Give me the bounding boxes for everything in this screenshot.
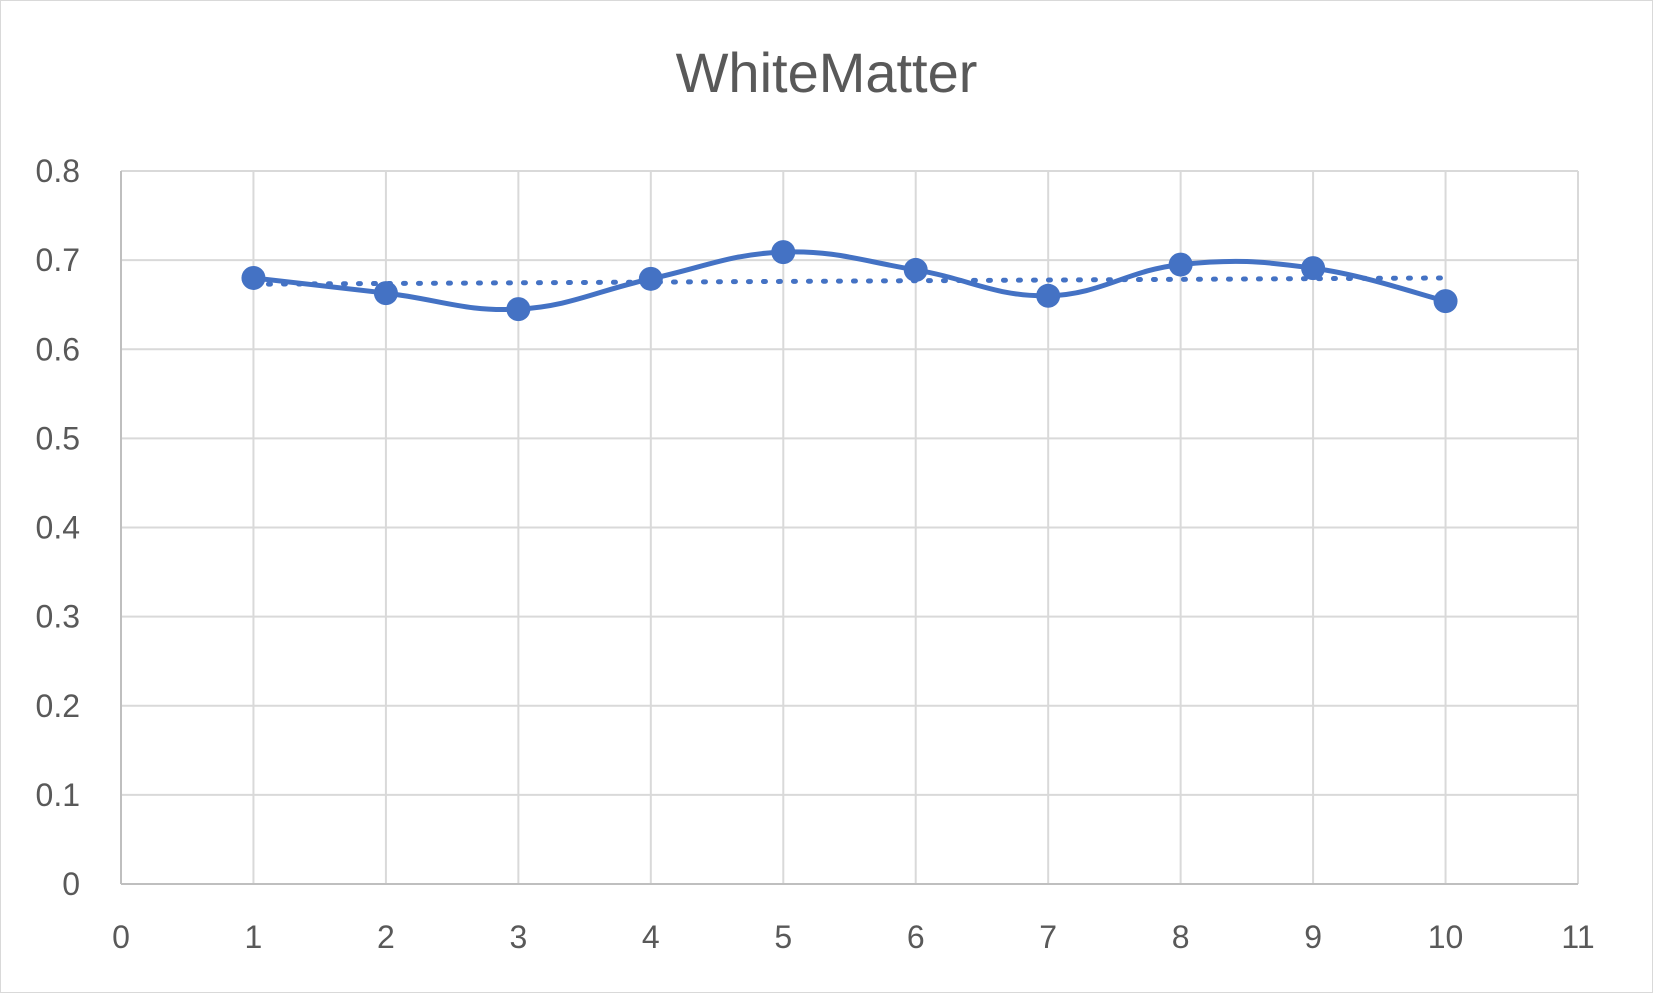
x-tick-label: 5	[774, 919, 792, 955]
data-point	[1433, 289, 1458, 314]
data-point	[241, 265, 266, 290]
y-tick-label: 0	[62, 866, 80, 902]
y-tick-label: 0.1	[36, 777, 80, 813]
x-tick-label: 3	[509, 919, 527, 955]
series-line	[253, 249, 1447, 313]
x-tick-label: 6	[907, 919, 925, 955]
y-tick-label: 0.6	[36, 331, 80, 367]
x-tick-label: 1	[245, 919, 263, 955]
trendline	[250, 275, 1449, 287]
y-tick-label: 0.7	[36, 242, 80, 278]
x-tick-label: 8	[1172, 919, 1190, 955]
y-tick-label: 0.5	[36, 420, 80, 456]
data-point	[638, 266, 663, 291]
x-tick-label: 2	[377, 919, 395, 955]
y-tick-label: 0.4	[36, 510, 80, 546]
axes	[120, 171, 1578, 885]
data-point	[903, 257, 928, 282]
trendline-path	[250, 275, 1449, 287]
x-tick-label: 4	[642, 919, 660, 955]
chart-title: WhiteMatter	[675, 41, 978, 104]
y-tick-labels: 0 0.1 0.2 0.3 0.4 0.5 0.6 0.7 0.8	[36, 153, 80, 902]
data-point	[506, 297, 531, 322]
data-point	[373, 281, 398, 306]
x-tick-label: 10	[1428, 919, 1464, 955]
data-point	[771, 240, 796, 265]
y-tick-label: 0.8	[36, 153, 80, 189]
x-tick-labels: 0 1 2 3 4 5 6 7 8 9 10 11	[112, 919, 1595, 955]
x-tick-label: 0	[112, 919, 130, 955]
data-series	[241, 240, 1458, 322]
data-point	[1301, 256, 1326, 281]
data-point	[1168, 252, 1193, 277]
y-tick-label: 0.3	[36, 599, 80, 635]
x-tick-label: 11	[1561, 919, 1594, 955]
x-tick-label: 7	[1039, 919, 1057, 955]
y-tick-label: 0.2	[36, 688, 80, 724]
data-point	[1036, 283, 1061, 308]
x-tick-label: 9	[1304, 919, 1322, 955]
